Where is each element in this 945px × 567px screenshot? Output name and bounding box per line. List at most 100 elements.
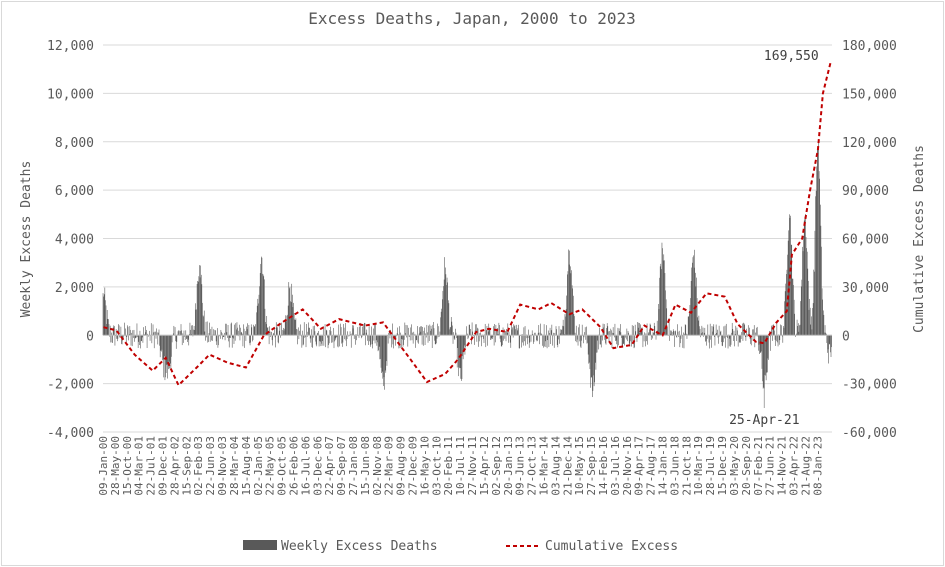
weekly-bar	[433, 328, 435, 336]
weekly-bar	[773, 326, 775, 336]
weekly-bar	[221, 331, 222, 336]
weekly-bar	[382, 335, 384, 379]
weekly-bar	[743, 322, 744, 336]
weekly-bar	[417, 326, 418, 336]
weekly-bar	[386, 335, 387, 362]
weekly-bar	[592, 335, 594, 391]
x-tick-label: 15-Dec-19	[716, 436, 729, 496]
weekly-bar	[462, 335, 464, 360]
weekly-bar	[490, 335, 491, 341]
weekly-bar	[181, 335, 183, 346]
weekly-bar	[363, 324, 365, 336]
weekly-bar	[433, 322, 434, 336]
weekly-bar	[222, 335, 224, 338]
weekly-bar	[301, 335, 303, 348]
weekly-bar	[440, 311, 442, 336]
weekly-bar	[132, 330, 134, 336]
weekly-bar	[165, 335, 166, 378]
weekly-bar	[423, 330, 425, 336]
weekly-bar	[793, 284, 794, 336]
weekly-bar	[753, 329, 754, 336]
weekly-bar	[802, 246, 803, 336]
weekly-bar	[226, 332, 228, 336]
weekly-bar	[242, 335, 244, 347]
weekly-bar	[515, 329, 516, 336]
weekly-bar	[751, 335, 753, 337]
x-tick-label: 14-Nov-21	[776, 436, 789, 496]
y-tick-right: -60,000	[842, 426, 897, 441]
weekly-bar	[664, 260, 665, 336]
weekly-bar	[564, 314, 566, 336]
y-tick-right: 120,000	[842, 136, 897, 151]
weekly-bar	[615, 335, 616, 341]
weekly-bar	[153, 332, 154, 336]
weekly-bar	[723, 326, 725, 336]
weekly-bar	[405, 333, 406, 336]
weekly-bar	[761, 335, 763, 369]
x-tick-label: 20-Feb-11	[442, 436, 455, 496]
weekly-bar	[310, 335, 312, 343]
y-tick-left: 0	[86, 329, 94, 344]
weekly-bar	[514, 325, 516, 336]
weekly-bar	[550, 335, 551, 344]
weekly-bar	[631, 325, 633, 336]
weekly-bar	[667, 326, 668, 336]
weekly-bar	[783, 327, 785, 336]
weekly-bar	[344, 335, 345, 340]
weekly-bar	[585, 335, 587, 340]
weekly-bar	[496, 328, 497, 336]
weekly-bar	[542, 335, 543, 346]
weekly-bar	[583, 335, 585, 338]
weekly-bar	[180, 331, 181, 336]
weekly-bar	[707, 324, 709, 336]
weekly-bar	[281, 329, 283, 336]
weekly-bar	[287, 314, 288, 336]
weekly-bar	[258, 303, 259, 336]
weekly-bar	[521, 334, 523, 336]
weekly-bar	[477, 327, 478, 336]
weekly-bar	[206, 335, 207, 338]
weekly-bar	[642, 327, 643, 336]
weekly-bar	[395, 335, 396, 346]
weekly-bar	[345, 335, 347, 341]
weekly-bar	[800, 286, 802, 336]
weekly-bar	[200, 265, 201, 336]
weekly-bar	[578, 324, 580, 336]
weekly-bar	[594, 335, 595, 383]
weekly-bar	[737, 335, 739, 347]
weekly-bar	[163, 335, 165, 378]
weekly-bar	[724, 325, 726, 336]
weekly-bar	[144, 325, 146, 336]
weekly-bar	[156, 332, 158, 336]
weekly-bar	[109, 335, 110, 337]
weekly-bar	[186, 335, 187, 340]
weekly-bar	[399, 335, 401, 349]
weekly-bar	[446, 285, 447, 336]
weekly-bar	[348, 335, 350, 337]
weekly-bar	[572, 288, 573, 336]
weekly-bar	[428, 325, 429, 336]
weekly-bar	[117, 335, 119, 339]
weekly-bar	[647, 335, 648, 345]
weekly-bar	[475, 324, 477, 336]
weekly-bar	[364, 322, 365, 336]
weekly-bar	[471, 322, 473, 336]
x-tick-label: 15-Sep-02	[180, 436, 193, 496]
weekly-bar	[776, 322, 778, 336]
weekly-bar	[534, 332, 536, 336]
y-tick-right: 0	[842, 329, 850, 344]
weekly-bar	[485, 335, 487, 348]
weekly-bar	[557, 335, 559, 348]
weekly-bar	[328, 335, 329, 345]
weekly-bar	[808, 309, 810, 336]
weekly-bar	[228, 335, 230, 348]
weekly-bar	[287, 305, 289, 336]
weekly-bar	[714, 335, 715, 337]
weekly-bar	[510, 335, 512, 348]
weekly-bar	[246, 329, 248, 336]
weekly-bar	[825, 332, 826, 336]
weekly-bar	[729, 335, 731, 339]
weekly-bar	[190, 329, 191, 336]
y-tick-left: 12,000	[47, 39, 94, 54]
weekly-bar	[420, 326, 421, 336]
